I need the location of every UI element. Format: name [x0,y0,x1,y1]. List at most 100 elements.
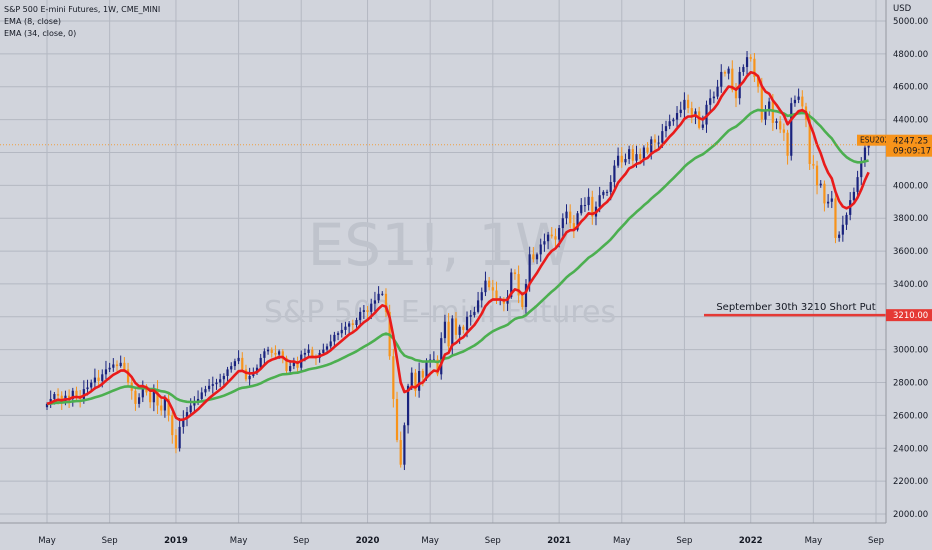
candle-body [550,234,553,237]
candle [823,180,826,212]
candle-body [609,182,612,192]
candle-body [779,121,782,130]
candle [403,422,406,471]
candle [720,64,723,93]
candle-body [182,418,185,427]
candle [587,188,590,211]
x-tick-label: Sep [676,536,692,546]
candle [414,369,417,397]
candle-body [255,367,259,373]
candle [182,410,185,434]
candle-body [333,334,336,342]
bar-countdown: 09:09:17 [893,147,931,157]
candle [211,376,214,394]
candle-body [406,385,410,426]
candle-body [233,361,237,367]
candle [263,348,266,364]
candle-body [631,149,634,161]
candle-body [576,213,579,230]
candle-body [377,293,380,301]
candle [591,190,594,225]
candle [602,190,605,199]
candle-body [119,362,122,367]
candle-body [322,349,325,353]
candle [830,190,833,209]
candle [484,271,487,297]
candle [786,129,789,165]
candle [274,345,277,359]
candle-body [414,372,417,391]
candle-body [248,375,251,380]
candle-body [211,384,214,386]
candle [716,79,719,100]
candle [686,94,690,114]
candle-body [491,287,494,291]
candle-body [56,394,60,396]
candle [775,118,778,130]
candle [340,322,343,338]
candle-body [812,163,815,166]
candle-body [712,96,715,99]
candle-body [815,165,819,186]
candle-body [679,109,682,114]
short-put-label: September 30th 3210 Short Put [716,302,875,313]
candle-body [292,361,295,367]
candle-body [484,280,487,293]
candle [440,332,443,380]
candle-body [727,68,730,74]
candle [852,187,855,203]
candle [160,398,163,416]
ema-fast-legend: EMA (8, close) [4,17,61,26]
time-axis-background [0,523,932,550]
candle [539,238,542,262]
candle [856,170,859,198]
candle-body [694,111,697,117]
x-tick-label: May [38,536,56,546]
candle-body [639,154,642,160]
candle-body [480,292,483,301]
x-tick-label: May [421,536,439,546]
candle-body [410,372,413,386]
candle-body [219,379,222,383]
candle [126,362,130,388]
candle-body [451,318,454,347]
candle [344,321,347,335]
candle-body [381,293,384,295]
candle [219,373,222,388]
candle-body [852,191,855,201]
candle [742,64,745,76]
candle [845,212,848,230]
candle [307,344,310,356]
y-tick-label: 2400.00 [893,444,928,454]
candle-body [709,98,712,105]
candle-body [528,254,531,284]
candle-body [241,357,244,370]
candle [727,66,730,80]
candle-body [112,364,115,368]
candle [108,362,111,373]
y-tick-label: 3600.00 [893,247,928,257]
candle [451,315,454,355]
candle [443,314,447,344]
candle-body [418,371,421,391]
candle-body [513,272,517,275]
candle [112,358,115,372]
candle [241,352,244,373]
short-put-price-tag [886,309,932,322]
candle-body [384,293,388,312]
candle [399,431,402,468]
candle [351,319,354,333]
candle [642,145,645,166]
candle-body [101,374,104,381]
candle-body [465,316,469,330]
last-price-tag [886,134,932,157]
candle-body [359,311,362,321]
candle-body [440,338,443,375]
candle [524,279,528,315]
candle-body [399,440,402,465]
candle-body [237,357,240,362]
candle-body [838,234,841,238]
candle-body [149,392,152,403]
candle-body [340,329,343,334]
